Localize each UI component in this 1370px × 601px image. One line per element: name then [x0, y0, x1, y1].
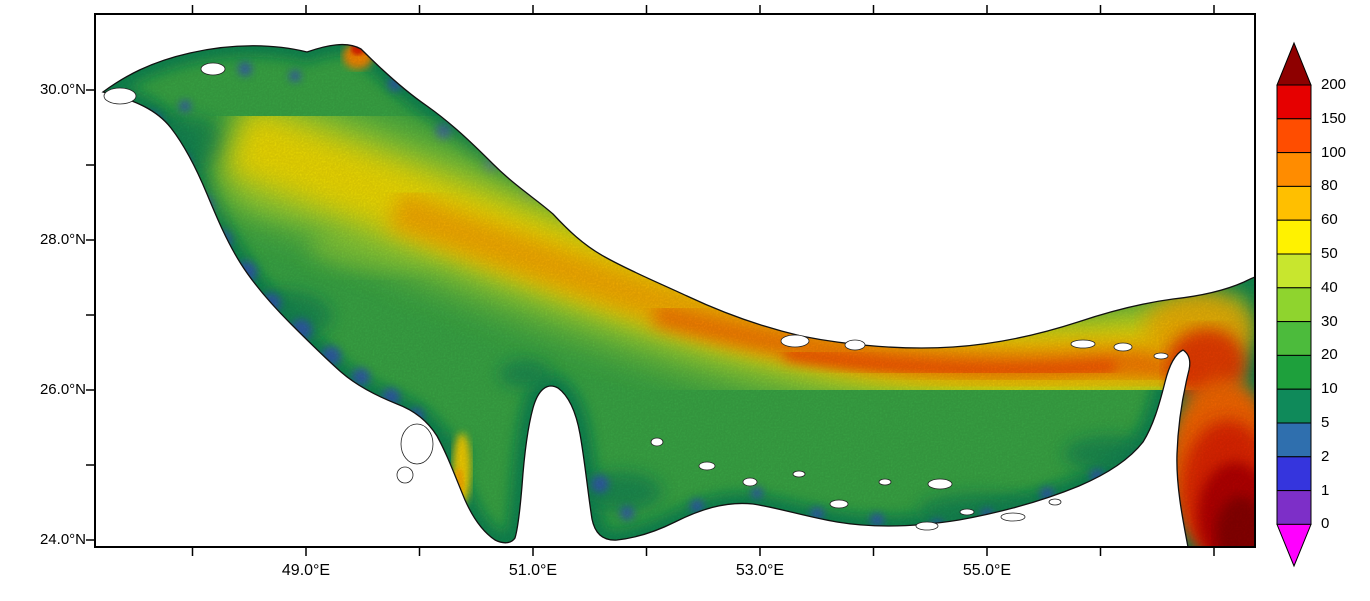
field-grain-texture	[103, 44, 1255, 547]
x-tick-label-53e: 53.0°E	[735, 562, 785, 579]
colorbar-label-0: 0	[1321, 515, 1330, 532]
colorbar-over-arrow	[1276, 41, 1312, 86]
colorbar-block-10-20	[1276, 354, 1312, 390]
colorbar-label-10: 10	[1321, 380, 1338, 397]
colorbar-block-5-10	[1276, 388, 1312, 424]
y-tick-label-24n: 24.0°N	[39, 531, 86, 548]
colorbar-block-0-1	[1276, 490, 1312, 525]
colorbar-label-2: 2	[1321, 448, 1330, 465]
colorbar-block-20-30	[1276, 321, 1312, 356]
x-tick-label-55e: 55.0°E	[962, 562, 1012, 579]
islands-and-land-patches	[103, 62, 1169, 531]
colorbar-block-60-80	[1276, 185, 1312, 221]
gulf-water-fill	[103, 44, 1255, 547]
top-axis-ticks	[191, 5, 1215, 14]
colorbar-block-80-100	[1276, 152, 1312, 187]
colorbar-label-150: 150	[1321, 110, 1347, 127]
colorbar-label-50: 50	[1321, 245, 1338, 262]
plot-border	[94, 13, 1256, 548]
colorbar-block-40-50	[1276, 253, 1312, 289]
colorbar-label-30: 30	[1321, 313, 1338, 330]
colorbar-label-1: 1	[1321, 482, 1330, 499]
gulf-field	[102, 43, 1256, 548]
x-tick-label-51e: 51.0°E	[508, 562, 558, 579]
y-tick-label-28n: 28.0°N	[39, 231, 86, 248]
colorbar-label-60: 60	[1321, 211, 1338, 228]
colorbar-block-2-5	[1276, 422, 1312, 458]
colorbar	[1276, 41, 1312, 568]
colorbar-label-20: 20	[1321, 346, 1338, 363]
y-tick-label-30n: 30.0°N	[39, 81, 86, 98]
left-axis-ticks	[86, 89, 95, 541]
colorbar-label-40: 40	[1321, 279, 1338, 296]
colorbar-block-100-150	[1276, 118, 1312, 154]
colorbar-block-150-200	[1276, 84, 1312, 120]
colorbar-label-5: 5	[1321, 414, 1330, 431]
bottom-axis-ticks	[191, 547, 1215, 556]
y-tick-label-26n: 26.0°N	[39, 381, 86, 398]
colorbar-label-80: 80	[1321, 177, 1338, 194]
axis-tick-marks	[86, 5, 1215, 556]
colorbar-label-200: 200	[1321, 76, 1347, 93]
colorbar-under-arrow	[1276, 523, 1312, 568]
colorbar-block-1-2	[1276, 456, 1312, 492]
colorbar-block-30-40	[1276, 287, 1312, 323]
colorbar-label-100: 100	[1321, 144, 1347, 161]
colorbar-block-50-60	[1276, 219, 1312, 255]
x-tick-label-49e: 49.0°E	[281, 562, 331, 579]
